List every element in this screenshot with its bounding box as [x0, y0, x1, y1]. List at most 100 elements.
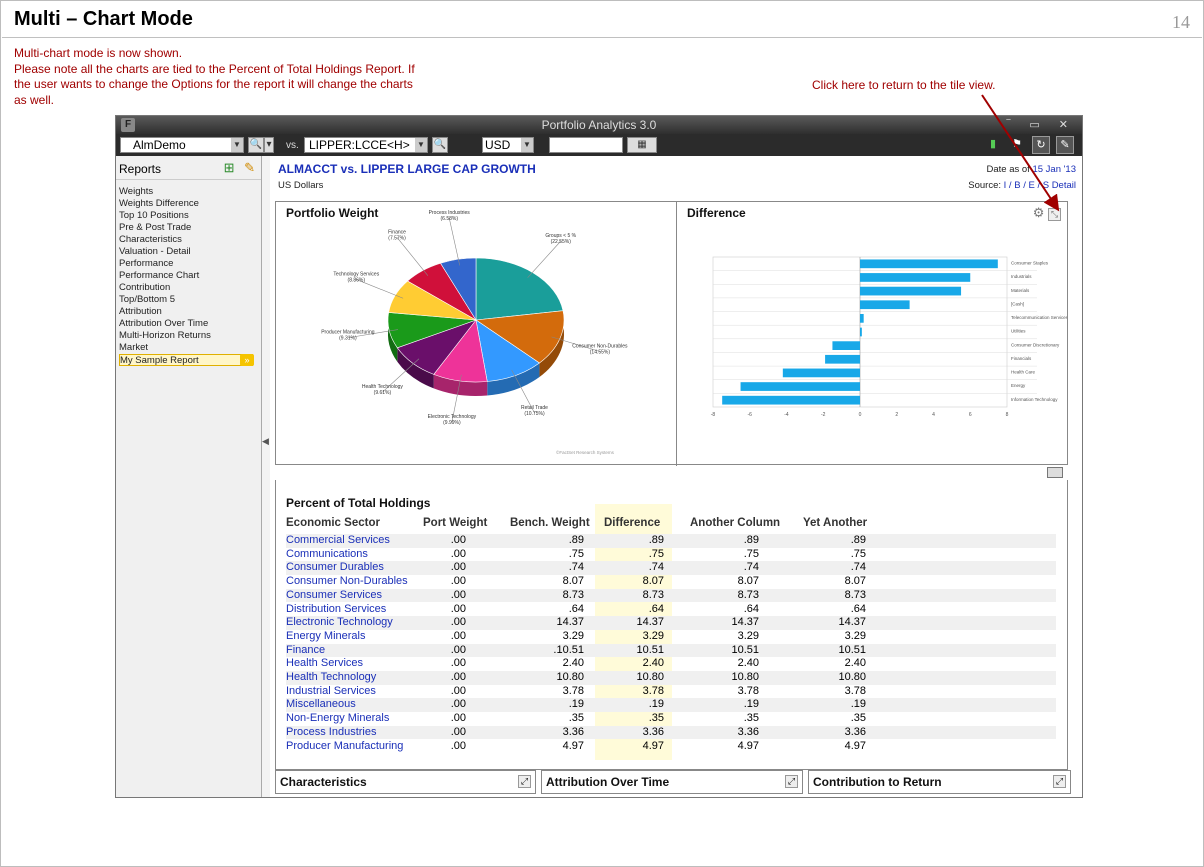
sidebar-item-performance-chart[interactable]: Performance Chart — [119, 270, 200, 281]
expand-icon[interactable]: ⤢ — [1053, 775, 1066, 788]
column-header[interactable]: Port Weight — [423, 517, 488, 529]
pie-slice — [475, 257, 564, 321]
sidebar-item-market[interactable]: Market — [119, 342, 149, 353]
sidebar-header: Reports ⊞ ✎ — [116, 156, 261, 180]
sector-link[interactable]: Non-Energy Minerals — [286, 712, 390, 725]
pie-label: Retail Trade (10.75%) — [521, 405, 548, 417]
run-report-icon[interactable]: » — [240, 354, 254, 366]
chevron-down-icon[interactable]: ▼ — [231, 138, 243, 152]
table-cell: 2.40 — [737, 657, 759, 670]
table-cell: 4.97 — [737, 739, 759, 752]
sector-link[interactable]: Finance — [286, 643, 326, 656]
date-link[interactable]: 15 Jan '13 — [1032, 164, 1076, 175]
sidebar-item-multi-horizon-returns[interactable]: Multi-Horizon Returns — [119, 330, 211, 341]
table-cell: 14.37 — [556, 616, 584, 629]
sidebar-item-characteristics[interactable]: Characteristics — [119, 234, 182, 245]
table-cell: .74 — [648, 561, 664, 574]
table-cell: 4.97 — [562, 739, 584, 752]
sidebar-item-top-10-positions[interactable]: Top 10 Positions — [119, 210, 189, 221]
sidebar-item-contribution[interactable]: Contribution — [119, 282, 171, 293]
pie-label: Health Technology (9.61%) — [362, 384, 404, 396]
tick-label: 0 — [859, 412, 862, 418]
benchmark-search-icon[interactable]: 🔍 — [432, 137, 448, 153]
table-row: Finance .00 .10.51 10.51 10.51 10.51 — [286, 643, 1056, 658]
sidebar-item-attribution[interactable]: Attribution — [119, 306, 162, 317]
column-header[interactable]: Another Column — [690, 517, 781, 529]
sector-link[interactable]: Commercial Services — [286, 534, 390, 546]
column-header[interactable]: Bench. Weight — [510, 517, 590, 529]
sector-link[interactable]: Health Technology — [286, 671, 377, 683]
sector-link[interactable]: Miscellaneous — [286, 698, 356, 711]
sidebar-item-pre-post-trade[interactable]: Pre & Post Trade — [119, 222, 192, 233]
characteristics-tile[interactable]: Characteristics ⤢ — [275, 770, 536, 794]
table-cell: .19 — [568, 698, 584, 711]
table-cell: .00 — [450, 671, 466, 683]
sector-link[interactable]: Consumer Durables — [286, 561, 384, 574]
sector-link[interactable]: Process Industries — [286, 725, 377, 738]
table-cell: .74 — [568, 561, 584, 574]
sector-link[interactable]: Health Services — [286, 657, 364, 670]
refresh-icon[interactable]: ↻ — [1032, 136, 1050, 154]
sector-link[interactable]: Consumer Services — [286, 588, 382, 601]
pie-leader-line — [448, 218, 461, 266]
sector-link[interactable]: Consumer Non-Durables — [286, 575, 408, 588]
portfolio-search-icon[interactable]: 🔍 — [248, 137, 264, 153]
sector-link[interactable]: Electronic Technology — [286, 616, 393, 629]
column-header[interactable]: Yet Another — [803, 517, 868, 529]
sector-link[interactable]: Communications — [286, 547, 368, 560]
grid-view-icon[interactable] — [1047, 467, 1063, 478]
window-controls[interactable]: ‾ ▭ ✕ — [1006, 119, 1076, 131]
column-header[interactable]: Economic Sector — [286, 517, 380, 529]
source-link[interactable]: I / B / E / S Detail — [1003, 180, 1076, 191]
contribution-to-return-tile[interactable]: Contribution to Return ⤢ — [808, 770, 1071, 794]
bar — [832, 341, 860, 350]
app-window: F Portfolio Analytics 3.0 ‾ ▭ ✕ AlmDemo … — [115, 115, 1083, 798]
expand-icon[interactable]: ⤢ — [785, 775, 798, 788]
sidebar-item-valuation-detail[interactable]: Valuation - Detail — [119, 246, 191, 257]
table-cell: .74 — [743, 561, 759, 574]
chart-view-icon[interactable]: ▮ — [984, 136, 1002, 154]
sidebar-title: Reports — [119, 162, 162, 176]
sector-link[interactable]: Energy Minerals — [286, 629, 366, 642]
sector-link[interactable]: Industrial Services — [286, 684, 376, 697]
bar — [860, 314, 864, 323]
pie-leader-line — [511, 369, 535, 414]
date-input[interactable] — [549, 137, 623, 153]
table-cell: 14.37 — [838, 616, 866, 629]
portfolio-value: AlmDemo — [133, 138, 186, 152]
pie-chart: Groups < 5 % (22.55%) Consumer Non-Durable… — [321, 210, 628, 455]
sidebar-item-weights-difference[interactable]: Weights Difference — [119, 198, 199, 209]
sidebar-item-my-sample-report[interactable]: My Sample Report » — [119, 354, 254, 366]
table-cell: 3.78 — [562, 684, 584, 697]
sidebar-item-weights[interactable]: Weights — [119, 186, 154, 197]
chevron-down-icon[interactable]: ▼ — [521, 138, 533, 152]
collapse-sidebar-icon[interactable]: ◀ — [262, 436, 269, 446]
currency-select[interactable]: USD ▼ — [482, 137, 534, 153]
benchmark-select[interactable]: LIPPER:LCCE<H> ▼ — [304, 137, 428, 153]
table-cell: 8.73 — [737, 588, 759, 601]
column-header[interactable]: Difference — [604, 517, 661, 529]
gear-icon[interactable]: ⚙ — [1032, 205, 1045, 220]
table-cell: .00 — [450, 588, 466, 601]
chevron-down-icon[interactable]: ▾ — [264, 137, 274, 153]
tick-label: -2 — [821, 412, 826, 418]
bar — [860, 286, 962, 296]
report-date: Date as of 15 Jan '13 — [987, 164, 1077, 175]
add-report-icon[interactable]: ⊞ — [223, 160, 235, 175]
wrench-icon[interactable]: ✎ — [1056, 136, 1074, 154]
pie-label: Groups < 5 % (22.55%) — [545, 233, 576, 245]
sidebar-item-performance[interactable]: Performance — [119, 258, 174, 269]
calendar-icon[interactable]: ▦ — [627, 137, 657, 153]
flag-icon[interactable]: ⚑ — [1008, 136, 1026, 154]
sector-link[interactable]: Producer Manufacturing — [286, 739, 404, 752]
sidebar-item-attribution-over-time[interactable]: Attribution Over Time — [119, 318, 209, 329]
tile-title: Contribution to Return — [813, 775, 942, 789]
expand-icon[interactable]: ⤢ — [518, 775, 531, 788]
report-currency: US Dollars — [278, 180, 324, 191]
attribution-over-time-tile[interactable]: Attribution Over Time ⤢ — [541, 770, 803, 794]
portfolio-select[interactable]: AlmDemo ▼ — [120, 137, 244, 153]
sidebar-item-top-bottom-5[interactable]: Top/Bottom 5 — [119, 294, 175, 305]
sector-link[interactable]: Distribution Services — [286, 602, 387, 615]
edit-pencil-icon[interactable]: ✎ — [244, 160, 255, 175]
chevron-down-icon[interactable]: ▼ — [415, 138, 427, 152]
